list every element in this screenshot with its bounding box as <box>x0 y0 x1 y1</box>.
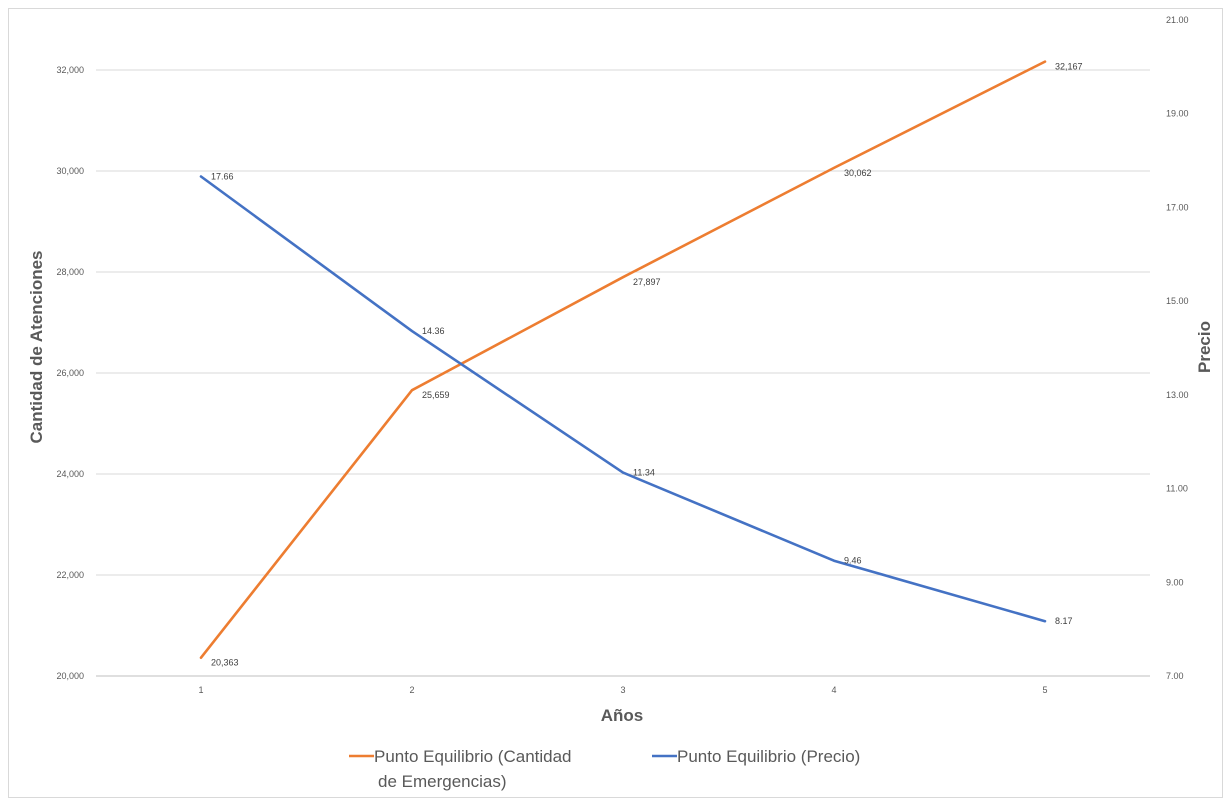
legend: Punto Equilibrio (Cantidad de Emergencias… <box>349 747 860 791</box>
left-tick-label: 24,000 <box>56 469 84 479</box>
right-axis-ticks: 7.00 9.00 11.00 13.00 15.00 17.00 19.00 21.00 <box>1166 15 1189 681</box>
right-tick-label: 17.00 <box>1166 202 1189 212</box>
right-tick-label: 13.00 <box>1166 390 1189 400</box>
legend-label: Punto Equilibrio (Cantidad <box>374 747 572 766</box>
right-tick-label: 21.00 <box>1166 15 1189 25</box>
x-axis-ticks: 1 2 3 4 5 <box>198 685 1047 695</box>
data-label: 14.36 <box>422 326 445 336</box>
gridlines <box>96 69 1150 677</box>
data-label: 32,167 <box>1055 62 1083 72</box>
data-label: 11.34 <box>633 468 655 478</box>
x-tick-label: 3 <box>620 685 625 695</box>
left-tick-label: 26,000 <box>56 368 84 378</box>
data-label: 8.17 <box>1055 616 1073 626</box>
left-tick-label: 28,000 <box>56 267 84 277</box>
left-axis-title: Cantidad de Atenciones <box>27 250 46 443</box>
data-labels: 20,363 25,659 27,897 30,062 32,167 17.66 14.36… <box>211 62 1083 668</box>
right-tick-label: 11.00 <box>1166 484 1188 494</box>
left-tick-label: 32,000 <box>56 65 84 75</box>
legend-label: Punto Equilibrio (Precio) <box>677 747 860 766</box>
data-label: 9.46 <box>844 556 862 566</box>
series-line-1 <box>199 60 1047 660</box>
x-axis-title: Años <box>601 706 644 725</box>
right-tick-label: 19.00 <box>1166 109 1189 119</box>
legend-label: de Emergencias) <box>378 772 507 791</box>
x-tick-label: 4 <box>831 685 836 695</box>
series-line-2 <box>199 175 1047 623</box>
right-axis-title: Precio <box>1195 321 1214 373</box>
x-tick-label: 5 <box>1042 685 1047 695</box>
data-label: 30,062 <box>844 168 872 178</box>
left-tick-label: 22,000 <box>56 570 84 580</box>
data-label: 25,659 <box>422 390 450 400</box>
left-tick-label: 30,000 <box>56 166 84 176</box>
left-axis-ticks: 20,000 22,000 24,000 26,000 28,000 30,000 32,0… <box>56 65 84 681</box>
right-tick-label: 15.00 <box>1166 296 1189 306</box>
series-lines <box>199 60 1047 660</box>
chart-frame <box>8 8 1223 798</box>
left-tick-label: 20,000 <box>56 671 84 681</box>
x-tick-label: 2 <box>409 685 414 695</box>
data-label: 17.66 <box>211 172 234 182</box>
data-label: 27,897 <box>633 277 661 287</box>
right-tick-label: 9.00 <box>1166 577 1184 587</box>
right-tick-label: 7.00 <box>1166 671 1184 681</box>
x-tick-label: 1 <box>198 685 203 695</box>
data-label: 20,363 <box>211 658 239 668</box>
